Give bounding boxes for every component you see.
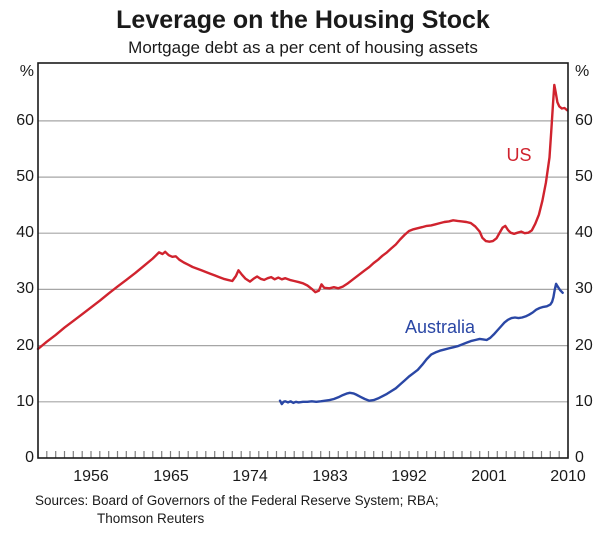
- plot-frame: [37, 62, 569, 459]
- x-tick-label: 2010: [550, 468, 586, 485]
- y-axis-unit-left: %: [19, 63, 34, 80]
- y-tick-label-left: 0: [25, 449, 34, 466]
- y-tick-label-left: 30: [16, 280, 34, 297]
- y-tick-label-right: 50: [575, 168, 593, 185]
- y-tick-label-right: 10: [575, 393, 593, 410]
- y-tick-label-left: 40: [16, 224, 34, 241]
- series-line-australia: [278, 282, 564, 406]
- y-tick-label-left: 50: [16, 168, 34, 185]
- y-tick-label-right: 0: [575, 449, 584, 466]
- sources-note: Sources: Board of Governors of the Feder…: [35, 492, 575, 528]
- chart-subtitle: Mortgage debt as a per cent of housing a…: [128, 38, 478, 57]
- x-tick-label: 1983: [312, 468, 348, 485]
- x-tick-label: 1992: [391, 468, 427, 485]
- chart-title: Leverage on the Housing Stock: [116, 6, 490, 34]
- x-tick-label: 2001: [471, 468, 507, 485]
- series-label-us: US: [506, 145, 532, 165]
- y-tick-label-right: 60: [575, 112, 593, 129]
- series-line-us: [36, 83, 569, 351]
- y-axis-unit-right: %: [575, 63, 590, 80]
- x-tick-label: 1974: [232, 468, 268, 485]
- y-tick-label-left: 10: [16, 393, 34, 410]
- y-tick-label-right: 40: [575, 224, 593, 241]
- sources-line-1: Sources: Board of Governors of the Feder…: [35, 493, 439, 508]
- sources-line-2: Thomson Reuters: [97, 511, 205, 526]
- x-tick-label: 1956: [73, 468, 109, 485]
- y-tick-label-left: 20: [16, 337, 34, 354]
- x-tick-label: 1965: [153, 468, 189, 485]
- series-label-australia: Australia: [404, 317, 476, 337]
- y-tick-label-right: 20: [575, 337, 593, 354]
- y-tick-label-right: 30: [575, 280, 593, 297]
- y-tick-label-left: 60: [16, 112, 34, 129]
